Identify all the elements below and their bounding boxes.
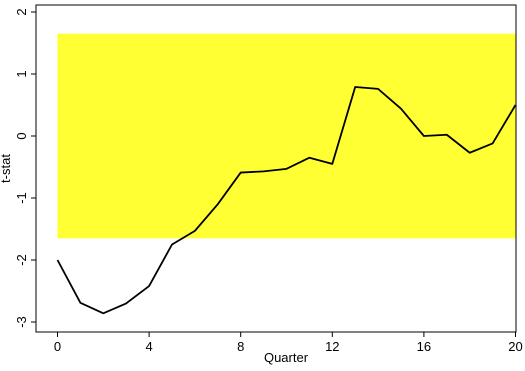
y-tick-label: 0: [14, 132, 29, 139]
x-tick-label: 8: [237, 339, 244, 354]
y-tick-label: -3: [14, 316, 29, 328]
x-tick-label: 12: [325, 339, 339, 354]
x-tick-label: 4: [145, 339, 152, 354]
plot-frame: [35, 4, 517, 333]
x-tick-label: 20: [508, 339, 522, 354]
y-tick-label: -2: [14, 254, 29, 266]
significance-band-layer: [57, 33, 516, 239]
y-tick-label: -1: [14, 192, 29, 204]
x-tick-label: 0: [54, 339, 61, 354]
series-line-0: [56, 86, 517, 315]
series-layer: [56, 86, 517, 315]
significance-band: [57, 33, 516, 239]
y-tick-label: 2: [14, 8, 29, 15]
x-tick-label: 16: [417, 339, 431, 354]
y-axis-title: t-stat: [0, 154, 13, 183]
y-tick-label: 1: [14, 70, 29, 77]
x-axis-title: Quarter: [264, 350, 309, 365]
